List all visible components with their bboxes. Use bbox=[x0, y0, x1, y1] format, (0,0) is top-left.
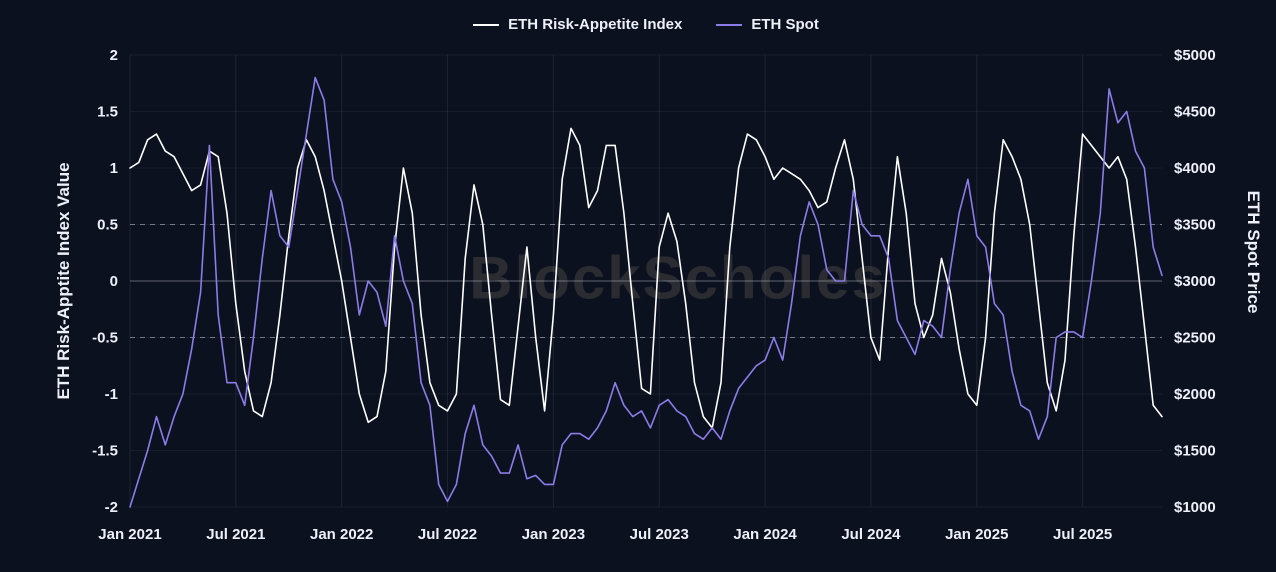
left-axis-tick-label: 0 bbox=[110, 273, 118, 290]
right-axis-tick-label: $2000 bbox=[1174, 386, 1216, 403]
x-axis-tick-label: Jul 2025 bbox=[1053, 526, 1112, 543]
x-axis-tick-label: Jul 2024 bbox=[841, 526, 901, 543]
right-axis-tick-label: $5000 bbox=[1174, 47, 1216, 64]
left-axis-tick-label: 1 bbox=[110, 160, 118, 177]
eth-spot-line-swatch bbox=[716, 23, 743, 26]
x-axis-tick-label: Jan 2022 bbox=[310, 526, 373, 543]
left-axis-tick-label: -1.5 bbox=[92, 443, 118, 460]
left-axis-tick-label: -2 bbox=[105, 499, 118, 516]
legend-item-eth-spot[interactable]: ETH Spot bbox=[716, 16, 819, 33]
x-axis-tick-label: Jul 2021 bbox=[206, 526, 265, 543]
left-axis-tick-label: -0.5 bbox=[92, 330, 118, 347]
chart-legend: ETH Risk-Appetite Index ETH Spot bbox=[130, 16, 1162, 33]
right-axis-tick-label: $4500 bbox=[1174, 104, 1216, 121]
risk-index-legend-label: ETH Risk-Appetite Index bbox=[508, 16, 683, 33]
right-axis-tick-label: $3500 bbox=[1174, 217, 1216, 234]
left-axis-tick-label: 0.5 bbox=[97, 217, 118, 234]
eth-risk-appetite-index-line bbox=[129, 127, 1163, 429]
x-axis-tick-label: Jan 2021 bbox=[98, 526, 161, 543]
right-axis-tick-label: $2500 bbox=[1174, 330, 1216, 347]
legend-item-risk-index[interactable]: ETH Risk-Appetite Index bbox=[473, 16, 682, 33]
watermark: BlockScholes bbox=[469, 244, 887, 312]
left-axis-tick-label: 2 bbox=[110, 47, 118, 64]
risk-index-line-swatch bbox=[473, 23, 500, 26]
left-axis-tick-label: 1.5 bbox=[97, 104, 118, 121]
right-axis-tick-label: $3000 bbox=[1174, 273, 1216, 290]
right-axis-tick-label: $1500 bbox=[1174, 443, 1216, 460]
x-axis-tick-label: Jul 2023 bbox=[630, 526, 689, 543]
x-axis-tick-label: Jan 2024 bbox=[733, 526, 797, 543]
right-axis-tick-label: $4000 bbox=[1174, 160, 1216, 177]
left-axis-tick-label: -1 bbox=[105, 386, 118, 403]
eth-spot-line bbox=[129, 76, 1163, 508]
eth-spot-legend-label: ETH Spot bbox=[751, 16, 819, 33]
right-axis-tick-label: $1000 bbox=[1174, 499, 1216, 516]
x-axis-tick-label: Jan 2023 bbox=[522, 526, 585, 543]
x-axis-tick-label: Jan 2025 bbox=[945, 526, 1008, 543]
x-axis-tick-label: Jul 2022 bbox=[418, 526, 477, 543]
